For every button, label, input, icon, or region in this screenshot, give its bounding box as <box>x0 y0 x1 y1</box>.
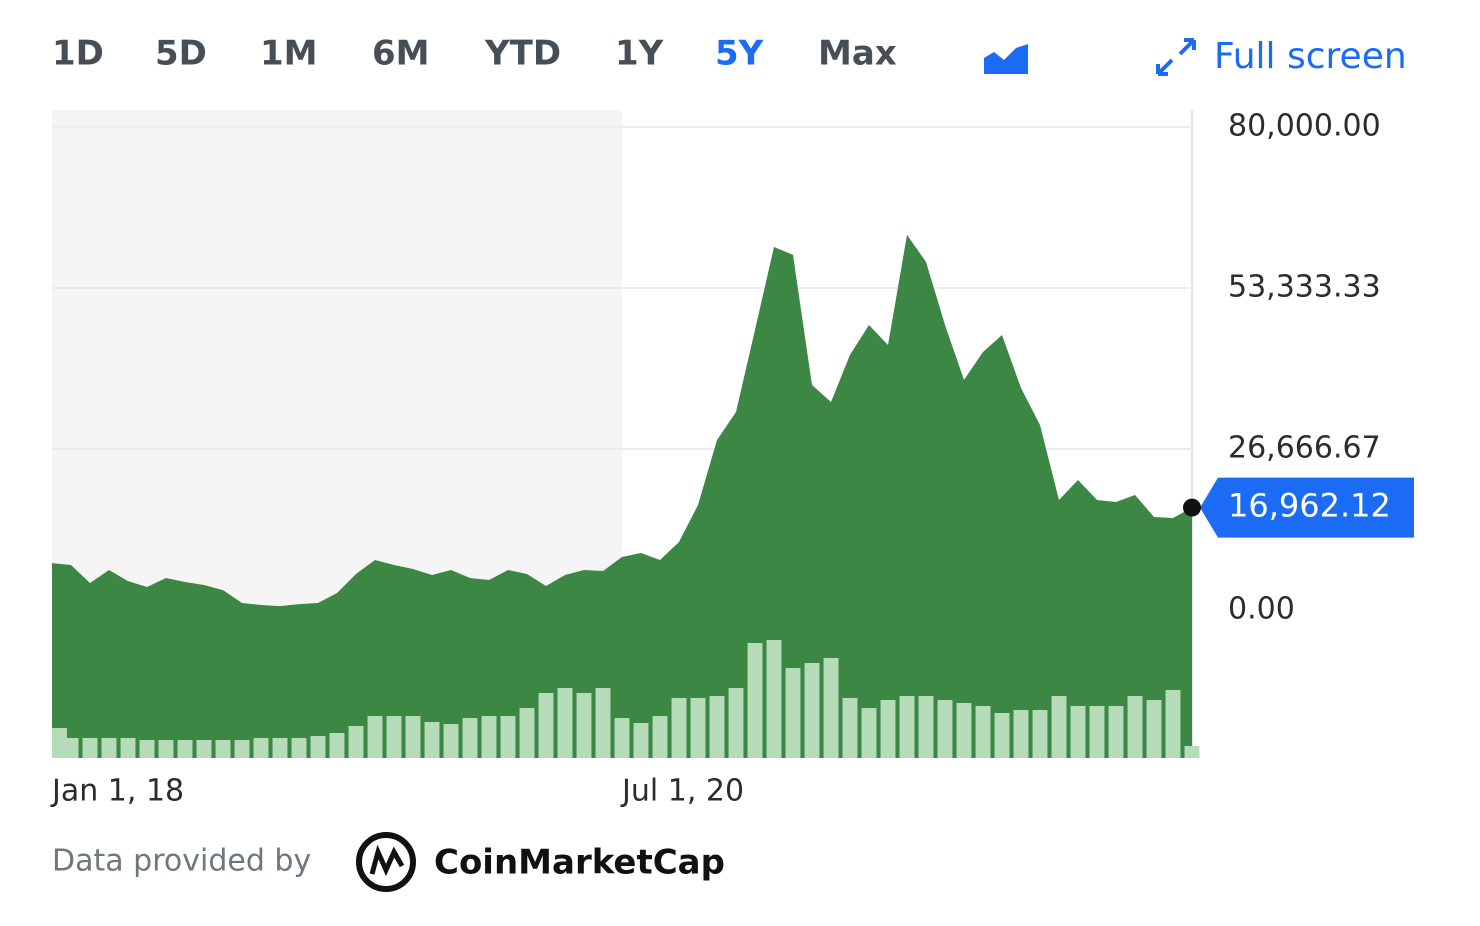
volume-bar <box>633 723 649 758</box>
range-tab[interactable]: YTD <box>484 34 561 74</box>
volume-bar <box>424 722 440 758</box>
logo-circle <box>356 832 416 892</box>
volume-bar <box>196 740 212 758</box>
volume-bar <box>234 740 250 758</box>
expand-icon[interactable] <box>1156 38 1196 76</box>
volume-bar <box>652 716 668 758</box>
chart-type-icon[interactable] <box>984 44 1028 74</box>
volume-bar <box>310 736 326 758</box>
current-point <box>1183 498 1201 517</box>
volume-bar <box>823 658 839 758</box>
volume-bar <box>1108 706 1124 758</box>
volume-bar <box>1089 706 1105 758</box>
area-icon[interactable] <box>984 44 1028 74</box>
volume-bar <box>956 703 972 758</box>
volume-bar <box>880 700 896 758</box>
brand-name: CoinMarketCap <box>434 843 725 883</box>
volume-bar <box>1165 690 1181 758</box>
volume-bar <box>614 718 630 758</box>
volume-bar <box>348 726 364 758</box>
volume-bar <box>272 738 288 758</box>
volume-bar <box>671 698 687 758</box>
range-tab[interactable]: 1D <box>52 34 104 74</box>
volume-bar <box>899 696 915 758</box>
volume-bar <box>120 738 136 758</box>
volume-bar <box>1051 696 1067 758</box>
range-tab[interactable]: 6M <box>372 34 430 74</box>
logo-mark <box>369 844 405 877</box>
volume-bar <box>994 713 1010 758</box>
volume-bar <box>842 698 858 758</box>
range-tab[interactable]: 5D <box>155 34 207 74</box>
range-tab[interactable]: 5Y <box>715 34 764 74</box>
full-screen-label[interactable]: Full screen <box>1214 36 1407 77</box>
volume-bar <box>709 696 725 758</box>
volume-bar <box>519 708 535 758</box>
volume-bar <box>82 738 98 758</box>
range-tab[interactable]: Max <box>818 34 897 74</box>
y-tick-label: 80,000.00 <box>1228 108 1381 143</box>
volume-bar <box>576 693 592 758</box>
range-tab[interactable]: 1M <box>260 34 318 74</box>
volume-bar <box>329 733 345 758</box>
volume-bar <box>538 693 554 758</box>
volume-bar <box>728 688 744 758</box>
brand-logo: CoinMarketCap <box>356 832 725 892</box>
volume-bar <box>1127 696 1143 758</box>
y-tick-label: 0.00 <box>1228 592 1295 627</box>
volume-bar <box>367 716 383 758</box>
volume-bar <box>101 738 117 758</box>
volume-bar <box>405 716 421 758</box>
volume-bar <box>215 740 231 758</box>
volume-bar <box>1070 706 1086 758</box>
volume-bar <box>63 738 79 758</box>
volume-bar <box>1032 710 1048 758</box>
volume-bar <box>158 740 174 758</box>
volume-bar <box>975 706 991 758</box>
y-tick-label: 53,333.33 <box>1228 269 1381 304</box>
volume-bar <box>1013 710 1029 758</box>
volume-bar <box>804 663 820 758</box>
volume-bar <box>747 643 763 758</box>
volume-bar <box>937 700 953 758</box>
volume-bar <box>253 738 269 758</box>
volume-bar <box>766 640 782 758</box>
volume-bar <box>52 728 67 758</box>
volume-bar <box>918 696 934 758</box>
volume-bar <box>500 716 516 758</box>
price-area <box>52 234 1192 758</box>
y-tick-label: 26,666.67 <box>1228 430 1381 465</box>
volume-bar <box>1184 746 1200 758</box>
current-price-label: 16,962.12 <box>1228 487 1391 525</box>
volume-bar <box>386 716 402 758</box>
volume-bar <box>595 688 611 758</box>
x-tick-label: Jul 1, 20 <box>620 774 744 809</box>
volume-bar <box>557 688 573 758</box>
range-tab[interactable]: 1Y <box>615 34 664 74</box>
volume-bar <box>690 698 706 758</box>
volume-bar <box>139 740 155 758</box>
volume-bar <box>785 668 801 758</box>
current-price-tag <box>1200 477 1414 538</box>
footer-text: Data provided by <box>52 844 311 879</box>
full-screen-button[interactable]: Full screen <box>1156 36 1407 77</box>
volume-bar <box>291 738 307 758</box>
volume-bar <box>861 708 877 758</box>
volume-bar <box>443 724 459 758</box>
volume-bar <box>177 740 193 758</box>
volume-bar <box>1146 700 1162 758</box>
x-tick-label: Jan 1, 18 <box>50 774 184 809</box>
volume-bar <box>481 716 497 758</box>
volume-bar <box>462 718 478 758</box>
